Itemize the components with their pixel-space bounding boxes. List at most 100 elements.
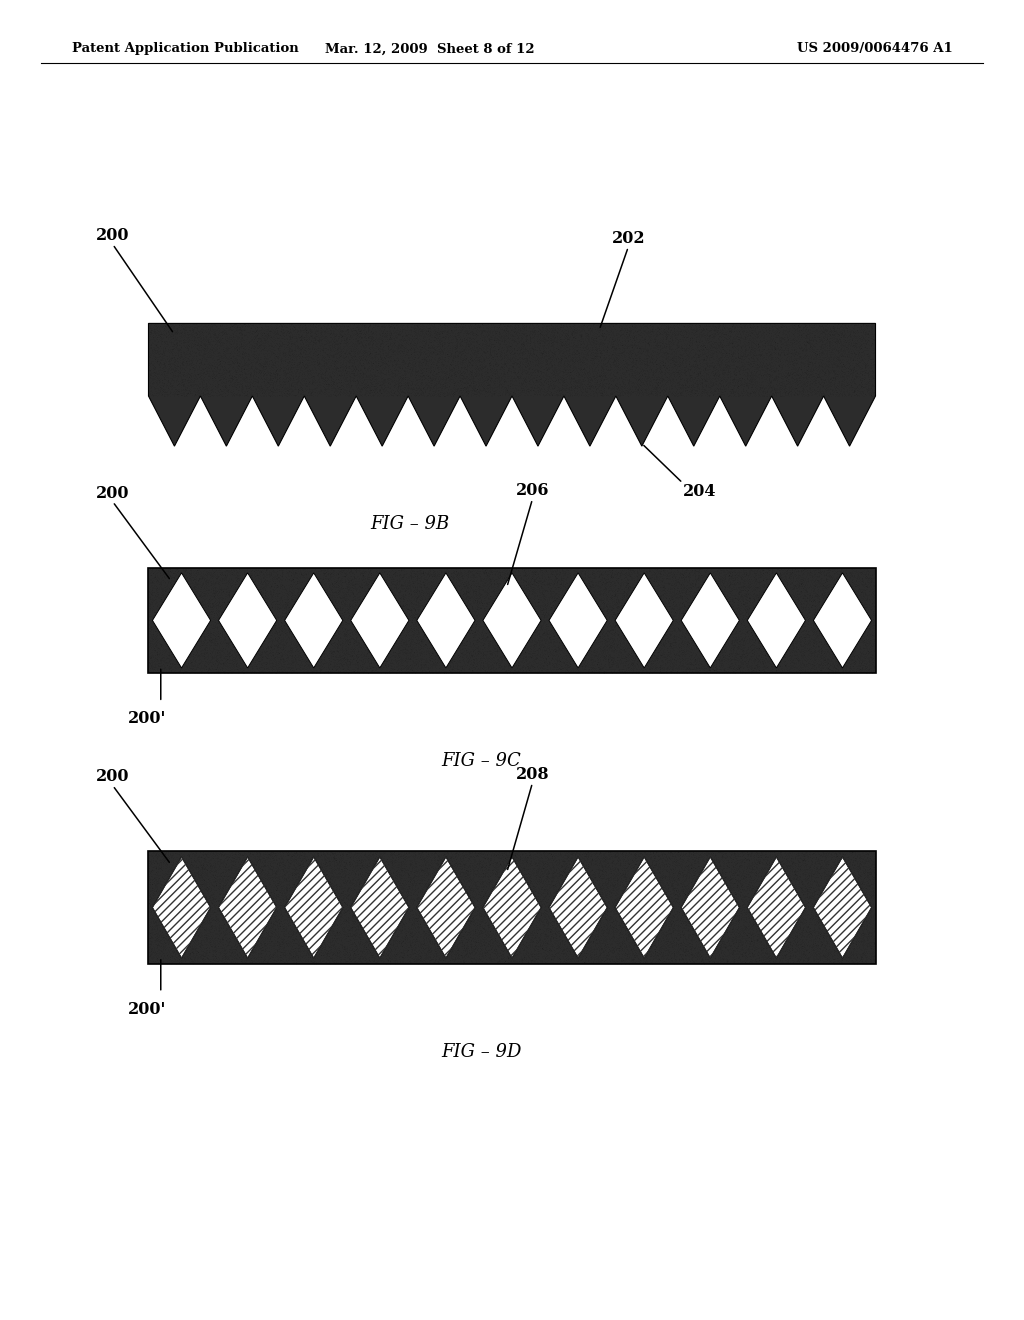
Point [647, 902, 664, 923]
Point [579, 314, 595, 335]
Point [802, 907, 818, 928]
Point [580, 915, 596, 936]
Point [324, 657, 340, 678]
Point [344, 313, 360, 334]
Point [651, 626, 668, 647]
Point [200, 909, 216, 931]
Point [835, 941, 851, 962]
Point [344, 583, 360, 605]
Point [166, 371, 182, 392]
Point [267, 367, 284, 388]
Point [671, 883, 687, 904]
Point [738, 564, 755, 585]
Point [390, 635, 407, 656]
Point [452, 379, 468, 400]
Point [387, 354, 403, 375]
Point [493, 649, 509, 671]
Point [855, 314, 871, 335]
Point [391, 605, 408, 626]
Point [215, 942, 231, 964]
Point [159, 562, 175, 583]
Point [477, 862, 494, 883]
Point [443, 945, 460, 966]
Point [558, 634, 574, 655]
Point [784, 314, 801, 335]
Point [468, 330, 484, 351]
Point [462, 842, 478, 863]
Point [727, 618, 743, 639]
Point [282, 380, 298, 401]
Point [525, 322, 542, 343]
Point [193, 343, 209, 364]
Point [479, 932, 496, 953]
Point [853, 371, 869, 392]
Point [634, 850, 650, 871]
Point [503, 627, 519, 648]
Point [430, 644, 446, 665]
Point [518, 655, 535, 676]
Point [284, 583, 300, 605]
Point [561, 892, 578, 913]
Point [334, 876, 350, 898]
Point [435, 383, 452, 404]
Point [479, 579, 496, 601]
Point [348, 573, 365, 594]
Point [353, 866, 370, 887]
Point [643, 870, 659, 891]
Point [688, 911, 705, 932]
Point [355, 623, 372, 644]
Point [311, 578, 328, 599]
Point [307, 602, 324, 623]
Point [206, 346, 222, 367]
Point [290, 846, 306, 867]
Point [603, 585, 620, 606]
Point [162, 591, 178, 612]
Point [567, 659, 584, 680]
Point [587, 630, 603, 651]
Point [816, 327, 833, 348]
Point [548, 927, 564, 948]
Point [193, 933, 209, 954]
Point [653, 362, 670, 383]
Point [262, 577, 279, 598]
Point [348, 356, 365, 378]
Point [867, 343, 884, 364]
Point [512, 565, 528, 586]
Point [766, 853, 782, 874]
Point [614, 602, 631, 623]
Point [770, 859, 786, 880]
Point [232, 915, 249, 936]
Point [294, 323, 310, 345]
Point [258, 322, 274, 343]
Point [350, 657, 367, 678]
Point [580, 949, 596, 970]
Point [862, 937, 879, 958]
Point [580, 942, 596, 964]
Point [634, 577, 650, 598]
Point [420, 851, 436, 873]
Point [400, 865, 417, 886]
Point [313, 648, 330, 669]
Point [767, 342, 783, 363]
Point [743, 883, 760, 904]
Point [399, 880, 416, 902]
Point [826, 585, 843, 606]
Point [730, 659, 746, 680]
Point [736, 576, 753, 597]
Point [469, 380, 485, 401]
Point [618, 945, 635, 966]
Point [646, 915, 663, 936]
Point [431, 614, 447, 635]
Point [637, 606, 653, 627]
Point [160, 627, 176, 648]
Point [234, 338, 251, 359]
Point [361, 884, 378, 906]
Point [168, 618, 184, 639]
Point [865, 945, 882, 966]
Point [758, 348, 774, 370]
Point [555, 321, 571, 342]
Point [181, 933, 198, 954]
Point [167, 891, 183, 912]
Point [216, 358, 232, 379]
Point [558, 618, 574, 639]
